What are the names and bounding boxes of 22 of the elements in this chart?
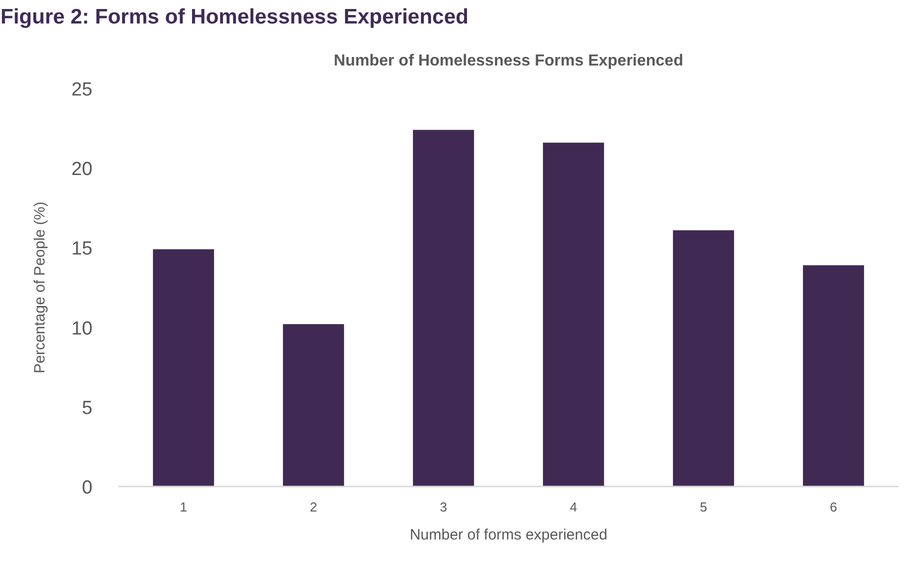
y-tick-label: 10: [71, 318, 93, 340]
bar: [802, 265, 864, 486]
y-tick-label: 5: [82, 398, 93, 419]
bar: [412, 130, 474, 486]
x-tick-label: 5: [700, 500, 708, 514]
bar: [282, 324, 344, 486]
y-tick-label: 0: [82, 478, 93, 498]
chart-title: Figure 2: Forms of Homelessness Experienced: [0, 6, 468, 28]
chart-subtitle: Number of Homelessness Forms Experienced: [334, 52, 684, 70]
x-axis-title: Number of forms experienced: [410, 526, 608, 544]
bar: [542, 142, 604, 486]
bar: [152, 249, 214, 486]
y-tick-label: 15: [71, 238, 93, 260]
x-tick-label: 1: [180, 500, 188, 514]
x-tick-label: 2: [310, 500, 318, 514]
y-axis-title: Percentage of People (%): [31, 202, 48, 374]
x-tick-label: 6: [830, 500, 838, 514]
x-tick-label: 4: [570, 500, 578, 514]
bar: [672, 230, 734, 486]
y-tick-label: 20: [71, 159, 93, 180]
x-tick-label: 3: [440, 500, 448, 514]
y-tick-label: 25: [71, 80, 93, 100]
